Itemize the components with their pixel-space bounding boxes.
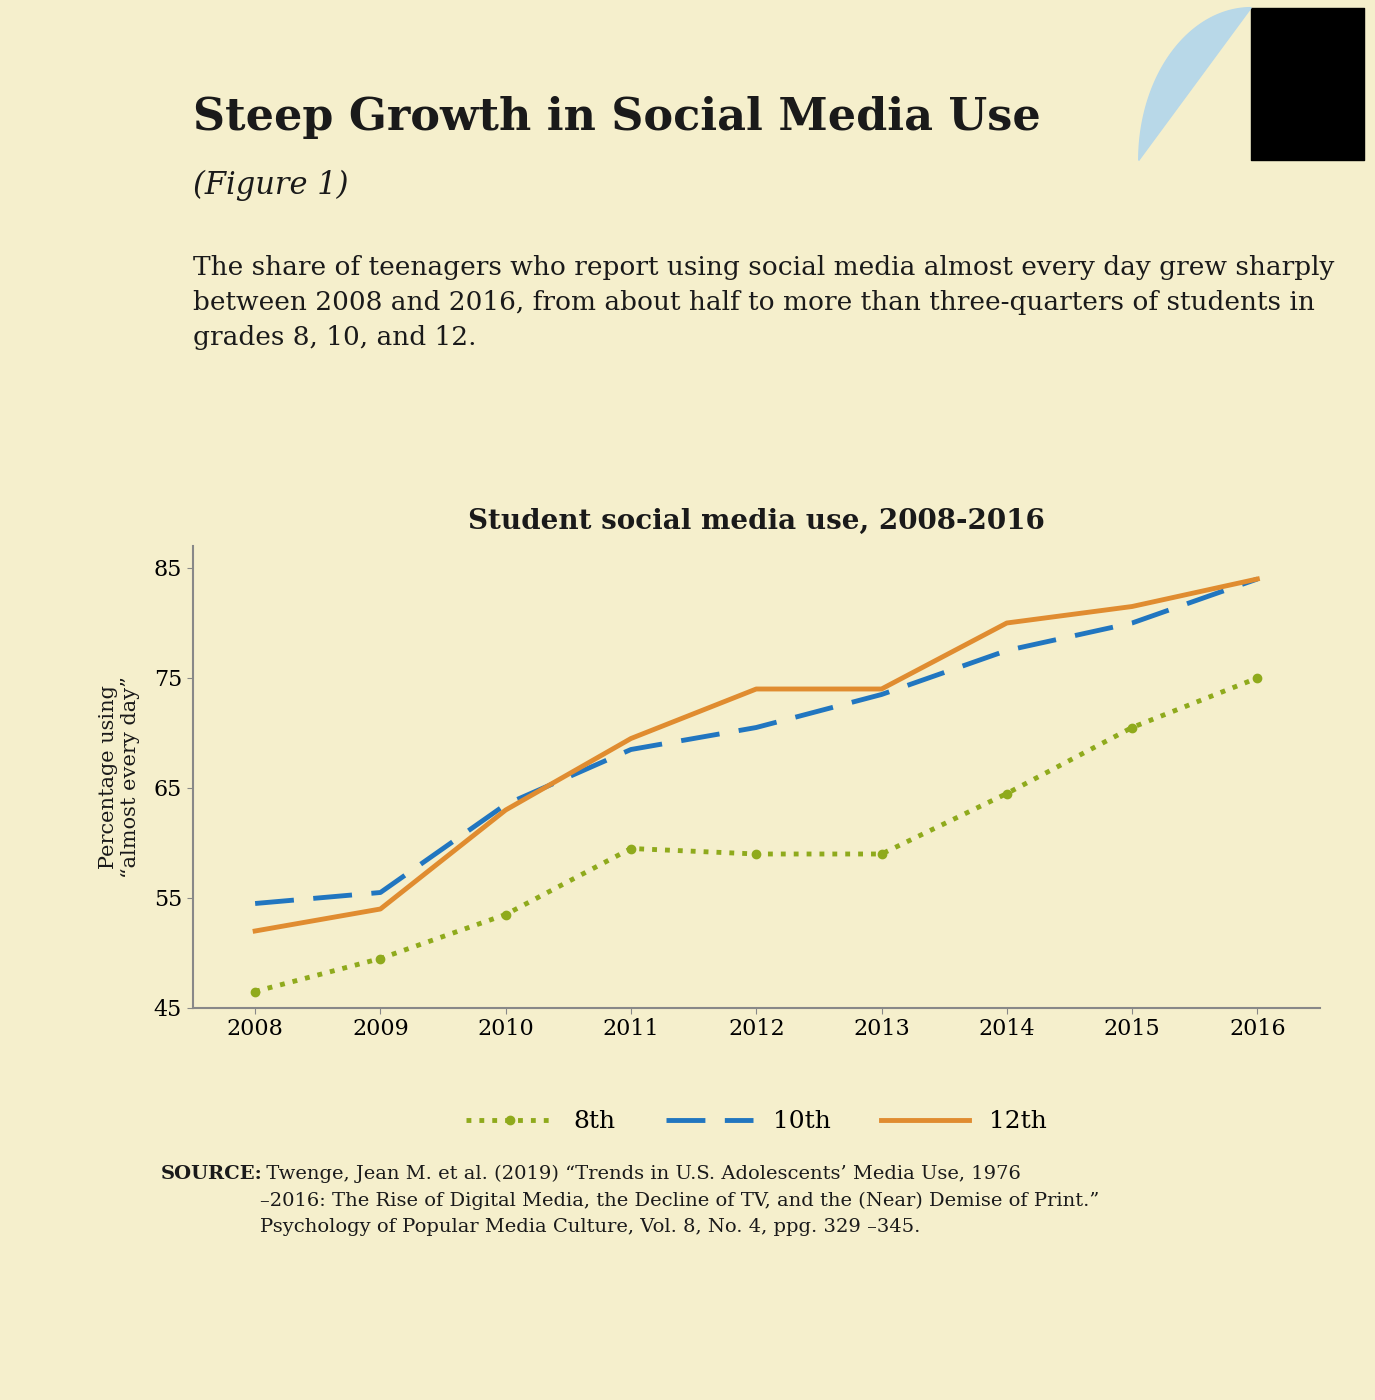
Text: Twenge, Jean M. et al. (2019) “Trends in U.S. Adolescents’ Media Use, 1976
–2016: Twenge, Jean M. et al. (2019) “Trends in…: [260, 1165, 1100, 1236]
Polygon shape: [1138, 7, 1251, 161]
Text: Steep Growth in Social Media Use: Steep Growth in Social Media Use: [193, 95, 1041, 139]
Text: (Figure 1): (Figure 1): [193, 171, 348, 202]
Title: Student social media use, 2008-2016: Student social media use, 2008-2016: [468, 508, 1045, 535]
Y-axis label: Percentage using
“almost every day”: Percentage using “almost every day”: [99, 676, 140, 878]
Text: SOURCE:: SOURCE:: [161, 1165, 263, 1183]
Text: The share of teenagers who report using social media almost every day grew sharp: The share of teenagers who report using …: [193, 255, 1334, 350]
Legend: 8th, 10th, 12th: 8th, 10th, 12th: [456, 1100, 1056, 1144]
